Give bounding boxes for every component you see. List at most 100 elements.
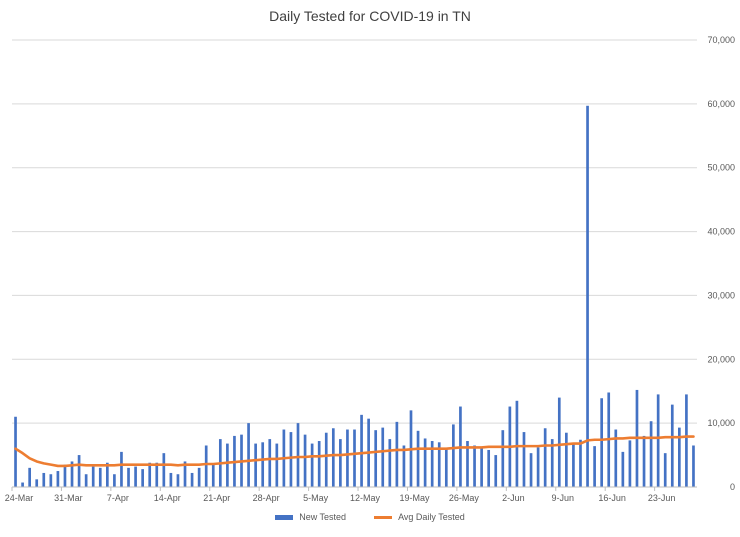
bar-new-tested [614,429,618,487]
legend-label-new-tested: New Tested [299,512,347,522]
bar-new-tested [487,449,491,487]
legend-item-new-tested: New Tested [275,512,346,522]
bar-new-tested [197,467,201,487]
bar-new-tested [353,429,356,487]
bar-new-tested [395,421,399,487]
bar-new-tested [120,451,123,487]
bar-new-tested [670,404,674,487]
bar-new-tested [63,464,67,487]
bar-new-tested [56,471,60,487]
bar-new-tested [148,462,152,487]
bar-new-tested [360,414,363,487]
bar-new-tested [621,451,625,487]
bar-new-tested [190,472,194,487]
bar-new-tested [423,438,427,487]
y-tick-label: 50,000 [707,163,735,173]
bar-new-tested [536,447,540,487]
bar-new-tested [416,430,420,487]
bar-new-tested [317,441,321,487]
bar-new-tested [113,474,116,487]
bar-new-tested [339,439,342,487]
y-tick-label: 30,000 [707,290,735,300]
bar-new-tested [663,453,667,487]
bar-new-tested [515,400,519,487]
bar-new-tested [381,427,385,487]
y-tick-label: 70,000 [707,35,735,45]
bar-new-tested [169,472,173,487]
bar-new-tested [310,443,314,487]
bar-new-tested [84,474,88,487]
gridlines [12,39,697,488]
bar-new-tested [14,416,17,487]
bar-new-tested [296,423,300,487]
bar-new-tested [77,455,81,487]
bar-new-tested [557,397,561,487]
x-tick-label: 24-Mar [5,493,34,503]
bar-new-tested [247,423,250,487]
bar-new-tested [70,461,74,487]
bar-new-tested [183,461,187,487]
bar-new-tested [628,440,632,487]
x-tick-label: 23-Jun [648,493,676,503]
bar-new-tested [430,441,434,487]
x-tick-label: 5-May [303,493,329,503]
bar-new-tested [127,467,130,487]
bar-new-tested [98,467,102,487]
bar-new-tested [685,394,688,487]
bar-new-tested [543,428,547,487]
y-axis: 0 10,000 20,000 30,000 40,000 50,000 60,000 70,… [707,35,735,492]
bar-new-tested [204,445,208,487]
bar-new-tested [649,421,653,487]
bar-new-tested [466,441,469,487]
bar-new-tested [28,467,31,487]
bar-series [14,105,695,487]
bar-new-tested [656,394,660,487]
bar-new-tested [35,479,39,487]
line-series [14,435,695,468]
bar-new-tested [289,432,293,487]
x-tick-label: 9-Jun [552,493,575,503]
bar-new-tested [402,445,406,487]
bar-new-tested [473,445,476,487]
bar-new-tested [579,439,582,487]
bar-new-tested [211,464,215,487]
bar-new-tested [565,432,568,487]
legend-swatch-bar [275,514,294,520]
bar-new-tested [268,439,272,487]
x-tick-label: 19-May [399,493,430,503]
x-tick-label: 14-Apr [154,493,181,503]
bar-new-tested [642,435,646,487]
bar-new-tested [21,482,24,487]
bar-new-tested [275,443,279,487]
bar-new-tested [480,447,483,487]
x-tick-label: 12-May [350,493,381,503]
x-tick-label: 7-Apr [107,493,129,503]
x-tick-label: 26-May [449,493,480,503]
legend-item-avg-daily-tested: Avg Daily Tested [374,512,465,522]
bar-new-tested [452,424,455,487]
x-tick-label: 21-Apr [203,493,230,503]
bar-new-tested [162,453,166,487]
legend: New Tested Avg Daily Tested [0,512,740,522]
x-tick-label: 16-Jun [598,493,626,503]
bar-new-tested [346,429,349,487]
x-tick-label: 28-Apr [253,493,280,503]
y-tick-label: 0 [730,482,735,492]
y-tick-label: 10,000 [707,418,735,428]
bar-new-tested [600,398,604,487]
bar-new-tested [522,432,526,487]
y-tick-label: 40,000 [707,227,735,237]
bar-new-tested [303,434,307,487]
line-avg-daily-tested [14,435,695,468]
bar-new-tested [388,439,392,487]
bar-new-tested [155,462,159,487]
x-tick-label: 31-Mar [54,493,83,503]
bar-new-tested [324,432,328,487]
bar-new-tested [49,474,53,487]
bar-new-tested [254,443,257,487]
bar-new-tested [331,428,335,487]
bar-new-tested [572,444,575,487]
bar-new-tested [593,446,596,487]
bar-new-tested [586,105,589,487]
